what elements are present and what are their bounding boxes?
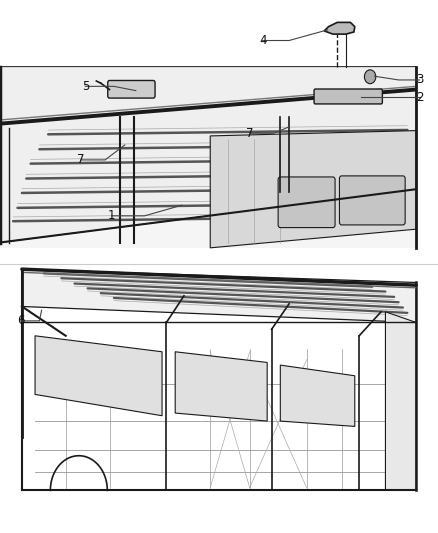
Polygon shape [280, 365, 355, 426]
Text: 3: 3 [416, 74, 423, 86]
Polygon shape [385, 312, 416, 490]
Text: 5: 5 [82, 80, 89, 93]
FancyBboxPatch shape [339, 176, 405, 225]
Polygon shape [22, 269, 416, 322]
Polygon shape [210, 131, 416, 248]
FancyBboxPatch shape [108, 80, 155, 98]
FancyBboxPatch shape [314, 89, 382, 104]
Polygon shape [324, 22, 355, 34]
Polygon shape [175, 352, 267, 421]
Polygon shape [0, 67, 416, 248]
Text: 6: 6 [17, 314, 25, 327]
Text: 2: 2 [416, 91, 424, 103]
Text: 4: 4 [259, 34, 267, 47]
FancyBboxPatch shape [278, 177, 335, 228]
Polygon shape [0, 67, 416, 243]
Text: 1: 1 [108, 209, 116, 222]
Circle shape [364, 70, 376, 84]
Polygon shape [35, 336, 162, 416]
Text: 7: 7 [77, 154, 85, 166]
Text: 7: 7 [246, 127, 254, 140]
